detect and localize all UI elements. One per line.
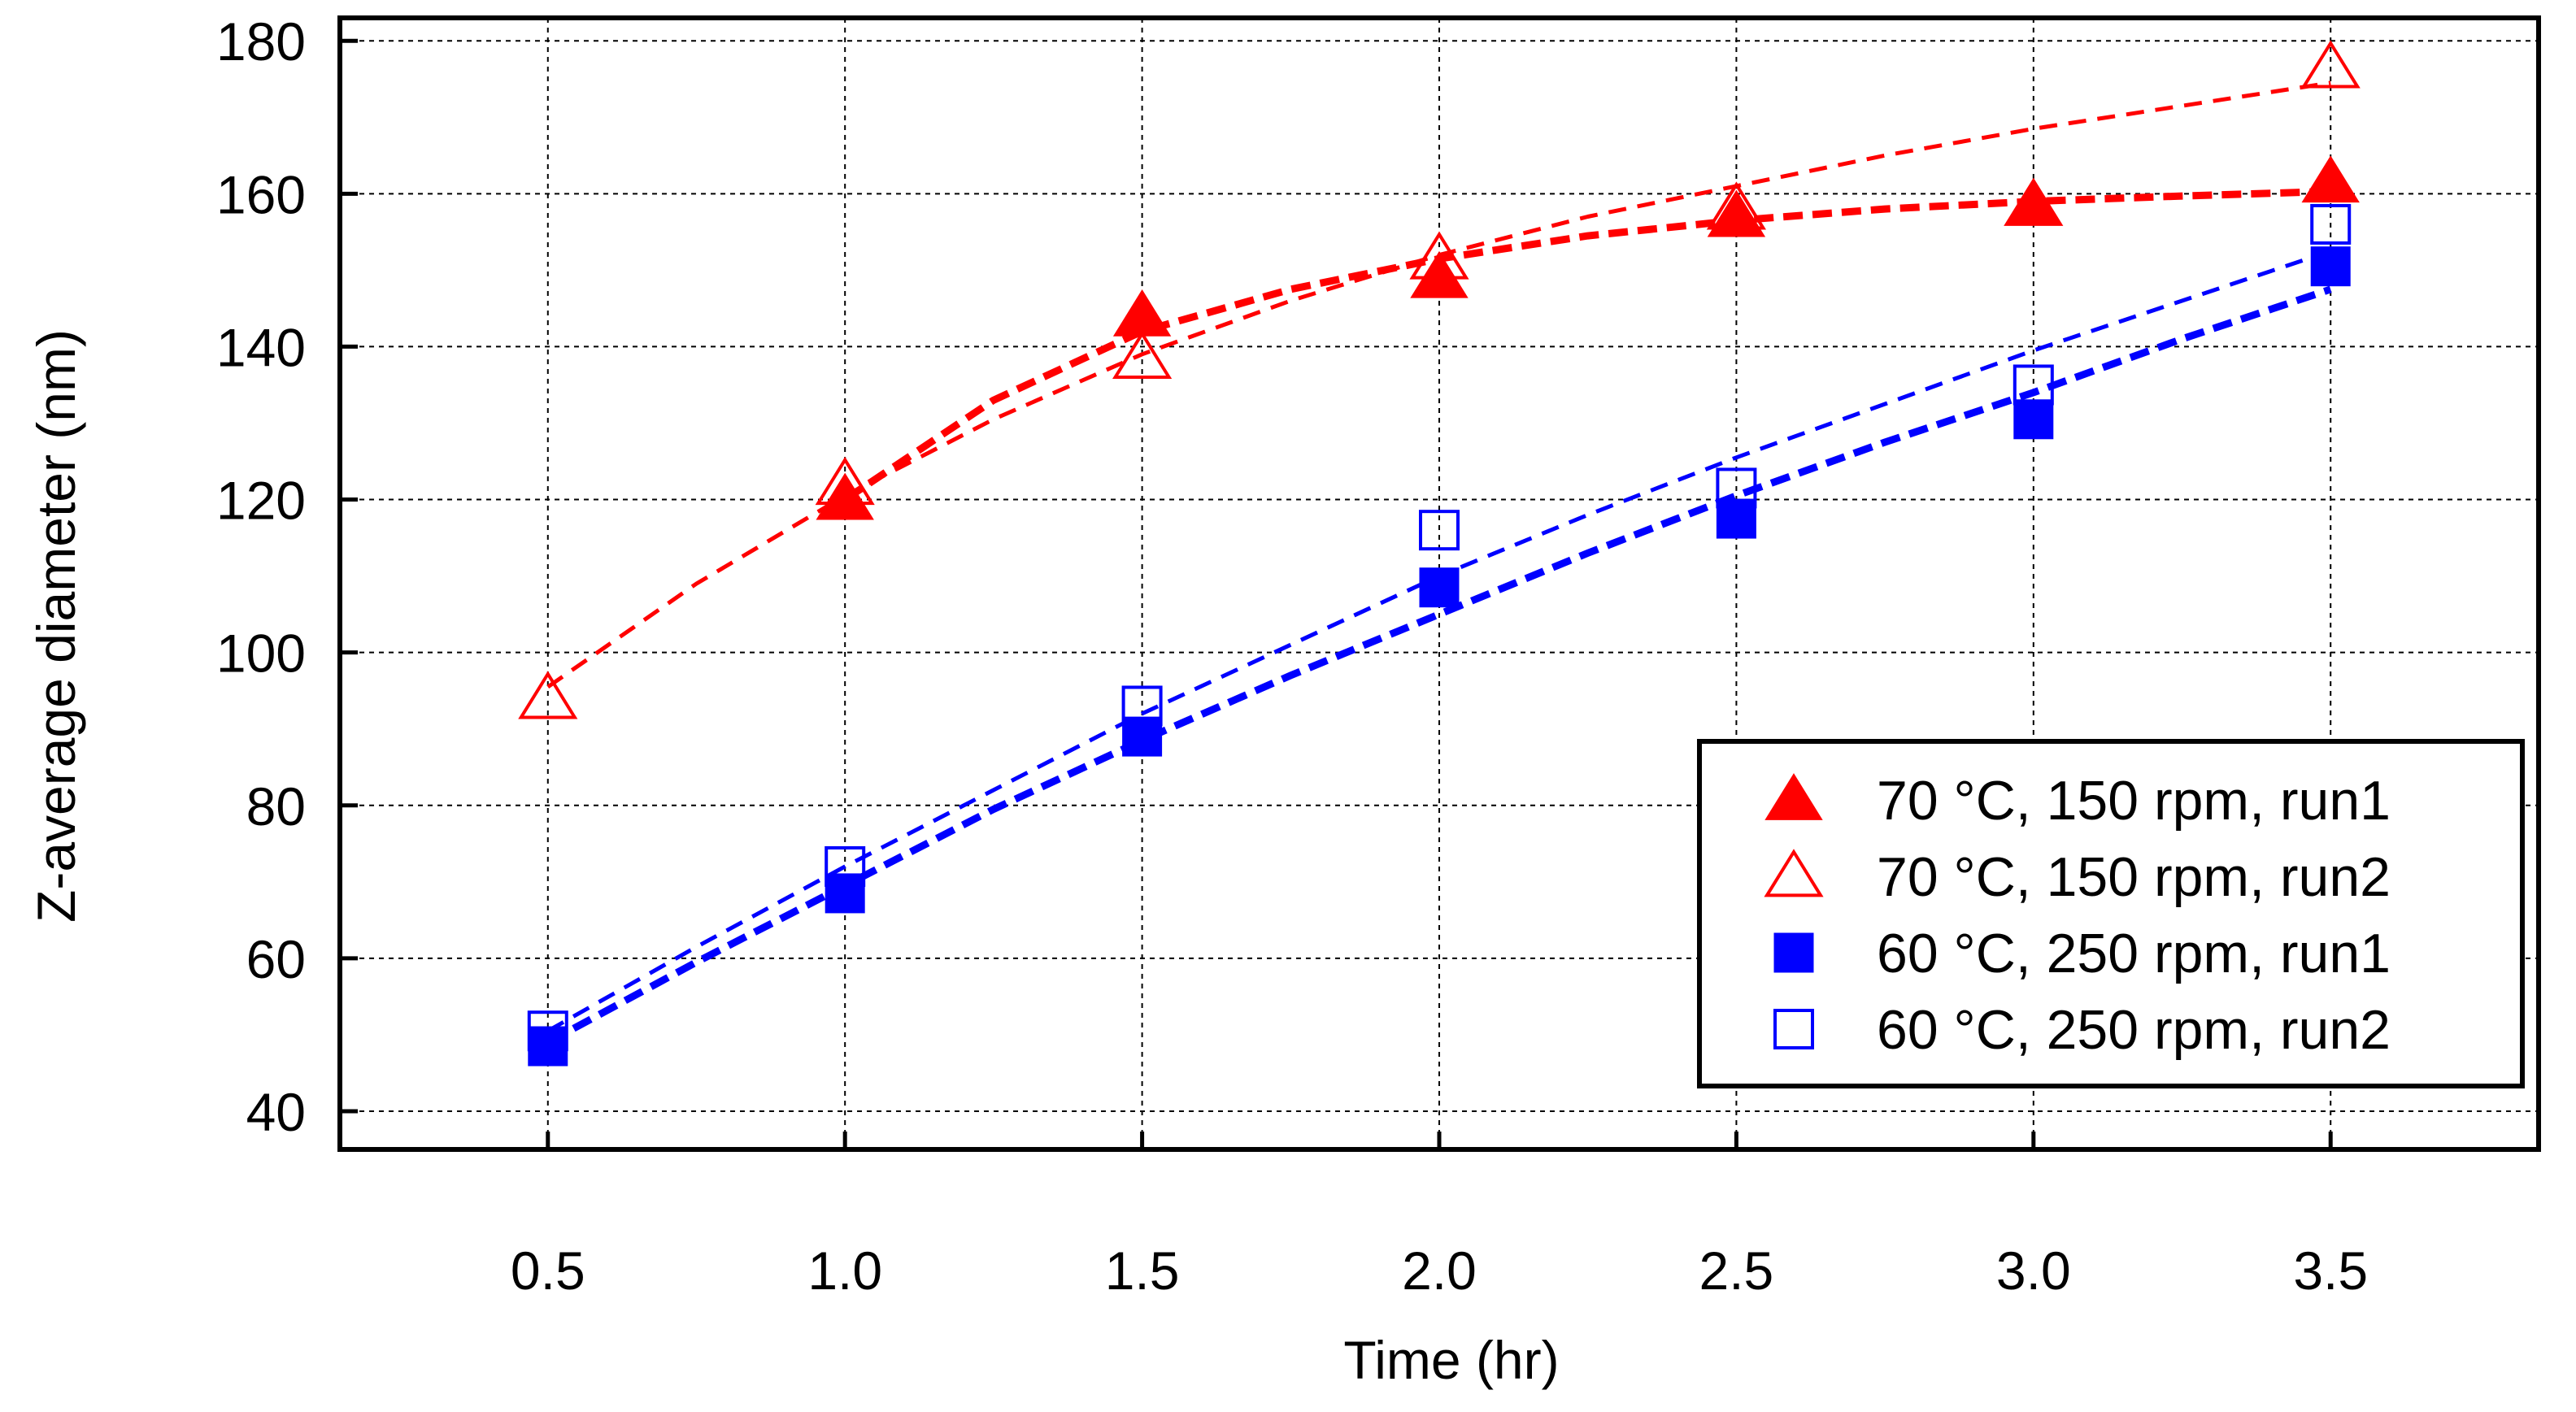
y-axis-title: Z-average diameter (nm)	[26, 329, 86, 923]
data-point-series-2	[518, 671, 578, 719]
legend-label: 70 °C, 150 rpm, run2	[1877, 846, 2391, 908]
data-point-series-2	[2300, 40, 2361, 89]
x-tick-label: 1.5	[1105, 1240, 1180, 1301]
x-tick-label: 1.0	[807, 1240, 882, 1301]
data-point-series-4	[2310, 203, 2352, 245]
axis-ticks: 0.5 1.0 1.5 2.0 2.5 3.0 3.5 40 60 80 100 120 140 160 1…	[216, 11, 2368, 1301]
legend-box	[1697, 739, 2525, 1088]
legend-marker-series-4	[1773, 1009, 1814, 1049]
y-tick-label: 60	[246, 929, 306, 989]
y-tick-label: 160	[216, 164, 306, 224]
data-point-series-4	[1419, 510, 1460, 551]
data-point-series-3	[825, 873, 865, 914]
y-tick-label: 40	[246, 1082, 306, 1142]
y-tick-label: 120	[216, 471, 306, 531]
y-tick-label: 100	[216, 623, 306, 684]
data-point-series-3	[2013, 399, 2054, 440]
data-point-series-3	[2310, 246, 2351, 287]
data-point-series-4	[1716, 467, 1757, 509]
y-tick-label: 180	[216, 11, 306, 72]
legend-label: 70 °C, 150 rpm, run1	[1877, 770, 2391, 832]
legend-item: 70 °C, 150 rpm, run2	[1764, 846, 2391, 908]
fit-curve-series-1	[842, 188, 2331, 503]
x-tick-label: 3.0	[1996, 1240, 2071, 1301]
x-tick-label: 2.5	[1699, 1240, 1774, 1301]
legend-item: 60 °C, 250 rpm, run1	[1773, 923, 2391, 984]
legend-marker-series-3	[1773, 932, 1814, 973]
data-point-series-2	[815, 456, 875, 506]
data-point-series-1	[1112, 289, 1172, 337]
x-tick-label: 3.5	[2293, 1240, 2368, 1301]
data-point-series-2	[2004, 177, 2064, 226]
legend-label: 60 °C, 250 rpm, run1	[1877, 923, 2391, 984]
legend-item: 60 °C, 250 rpm, run2	[1773, 999, 2391, 1061]
data-point-series-4	[2012, 364, 2054, 406]
x-axis-title: Time (hr)	[1343, 1330, 1559, 1390]
legend-marker-series-2	[1764, 849, 1824, 897]
legend: 70 °C, 150 rpm, run1 70 °C, 150 rpm, run2…	[1697, 739, 2525, 1088]
data-point-series-3	[1419, 567, 1460, 608]
y-tick-label: 140	[216, 317, 306, 377]
y-tick-label: 80	[246, 776, 306, 836]
data-point-series-4	[1121, 685, 1163, 727]
data-point-series-4	[527, 1010, 568, 1052]
data-point-series-4	[825, 846, 866, 887]
legend-label: 60 °C, 250 rpm, run2	[1877, 999, 2391, 1061]
data-point-series-1	[2301, 155, 2360, 203]
x-tick-label: 0.5	[511, 1240, 585, 1301]
legend-marker-series-1	[1764, 773, 1823, 820]
data-markers	[518, 40, 2361, 1067]
data-point-series-2	[1409, 231, 1469, 280]
data-point-series-1	[1707, 189, 1766, 237]
data-point-series-2	[1112, 330, 1173, 379]
legend-item: 70 °C, 150 rpm, run1	[1764, 770, 2391, 832]
data-point-series-1	[1410, 250, 1469, 298]
x-tick-label: 2.0	[1402, 1240, 1477, 1301]
data-point-series-2	[1706, 181, 1766, 230]
data-point-series-1	[816, 472, 874, 520]
